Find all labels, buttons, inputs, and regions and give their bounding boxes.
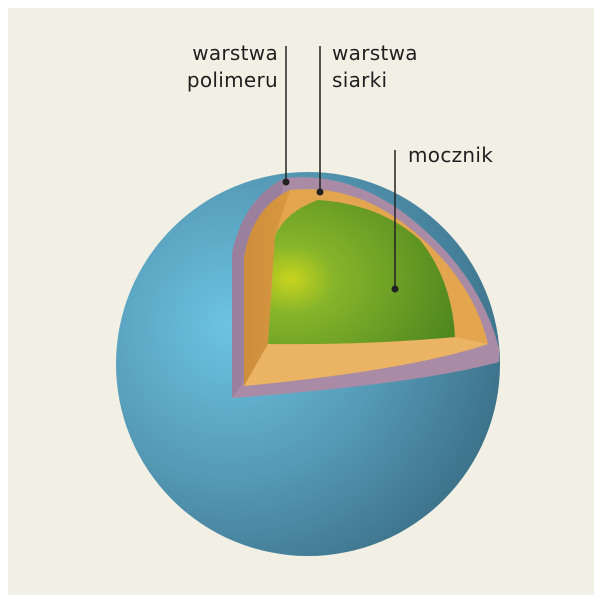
sulfur-bottom-face <box>244 337 488 386</box>
sulfur-label-line-1: warstwa <box>332 41 418 65</box>
urea-pointer-dot <box>391 285 399 293</box>
polymer-pointer-dot <box>282 178 290 186</box>
sulfur-left-face <box>244 190 290 386</box>
polymer-layer-label: warstwa polimeru <box>176 40 278 94</box>
polymer-label-line-2: polimeru <box>186 68 278 92</box>
sulfur-layer-label: warstwa siarki <box>332 40 418 94</box>
sulfur-label-line-2: siarki <box>332 68 388 92</box>
sulfur-pointer-dot <box>316 188 324 196</box>
urea-label-text: mocznik <box>408 143 494 167</box>
urea-core-label: mocznik <box>408 142 493 169</box>
urea-core <box>268 200 455 345</box>
polymer-label-line-1: warstwa <box>192 41 278 65</box>
